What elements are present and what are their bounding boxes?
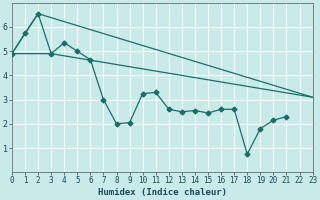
X-axis label: Humidex (Indice chaleur): Humidex (Indice chaleur)	[98, 188, 227, 197]
